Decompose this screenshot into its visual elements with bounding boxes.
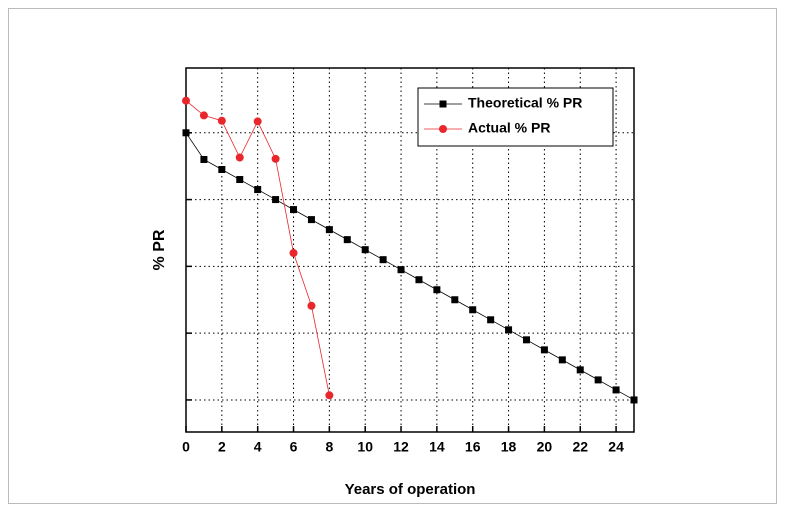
point xyxy=(540,346,548,354)
point xyxy=(200,156,208,164)
x-tick-label: 6 xyxy=(290,439,298,455)
point xyxy=(612,386,620,394)
legend-label: Actual % PR xyxy=(468,120,550,136)
x-tick-label: 16 xyxy=(465,439,481,455)
x-tick-label: 10 xyxy=(357,439,373,455)
x-tick-label: 8 xyxy=(325,439,333,455)
x-axis-label: Years of operation xyxy=(345,481,476,498)
point xyxy=(272,196,280,204)
point xyxy=(487,316,495,324)
plot-frame xyxy=(185,67,635,433)
x-tick-label: 14 xyxy=(429,439,445,455)
point xyxy=(558,356,566,364)
point xyxy=(469,306,477,314)
point xyxy=(576,366,584,374)
point xyxy=(199,111,208,120)
x-tick-label: 4 xyxy=(254,439,262,455)
series-line xyxy=(185,132,635,401)
point xyxy=(290,206,298,214)
point xyxy=(271,154,280,163)
x-tick-label: 24 xyxy=(608,439,624,455)
legend-label: Theoretical % PR xyxy=(468,95,582,111)
point xyxy=(182,96,190,105)
legend-marker xyxy=(439,100,447,108)
point xyxy=(307,301,316,310)
point xyxy=(325,391,334,400)
legend-box xyxy=(417,87,614,147)
point xyxy=(182,129,190,137)
point xyxy=(433,286,441,294)
point xyxy=(397,266,405,274)
point xyxy=(415,276,423,284)
point xyxy=(594,376,602,384)
point xyxy=(235,153,244,162)
x-tick-label: 22 xyxy=(572,439,588,455)
point xyxy=(505,326,513,334)
x-tick-label: 0 xyxy=(182,439,190,455)
point xyxy=(451,296,459,304)
y-axis-label: % PR xyxy=(151,229,168,270)
point xyxy=(522,336,530,344)
point xyxy=(253,117,262,126)
point xyxy=(218,166,226,174)
frame xyxy=(8,8,777,504)
point xyxy=(236,176,244,184)
x-tick-label: 20 xyxy=(537,439,553,455)
point xyxy=(254,186,262,194)
point xyxy=(343,236,351,244)
point xyxy=(307,216,315,224)
point xyxy=(379,256,387,264)
legend-marker xyxy=(439,125,447,133)
x-tick-label: 12 xyxy=(393,439,409,455)
x-tick-label: 18 xyxy=(501,439,517,455)
point xyxy=(630,396,638,404)
x-tick-label: 2 xyxy=(218,439,226,455)
point xyxy=(325,226,333,234)
point xyxy=(361,246,369,254)
legend: Theoretical % PR Actual % PR xyxy=(417,87,614,147)
point xyxy=(217,116,226,125)
point xyxy=(289,249,298,258)
